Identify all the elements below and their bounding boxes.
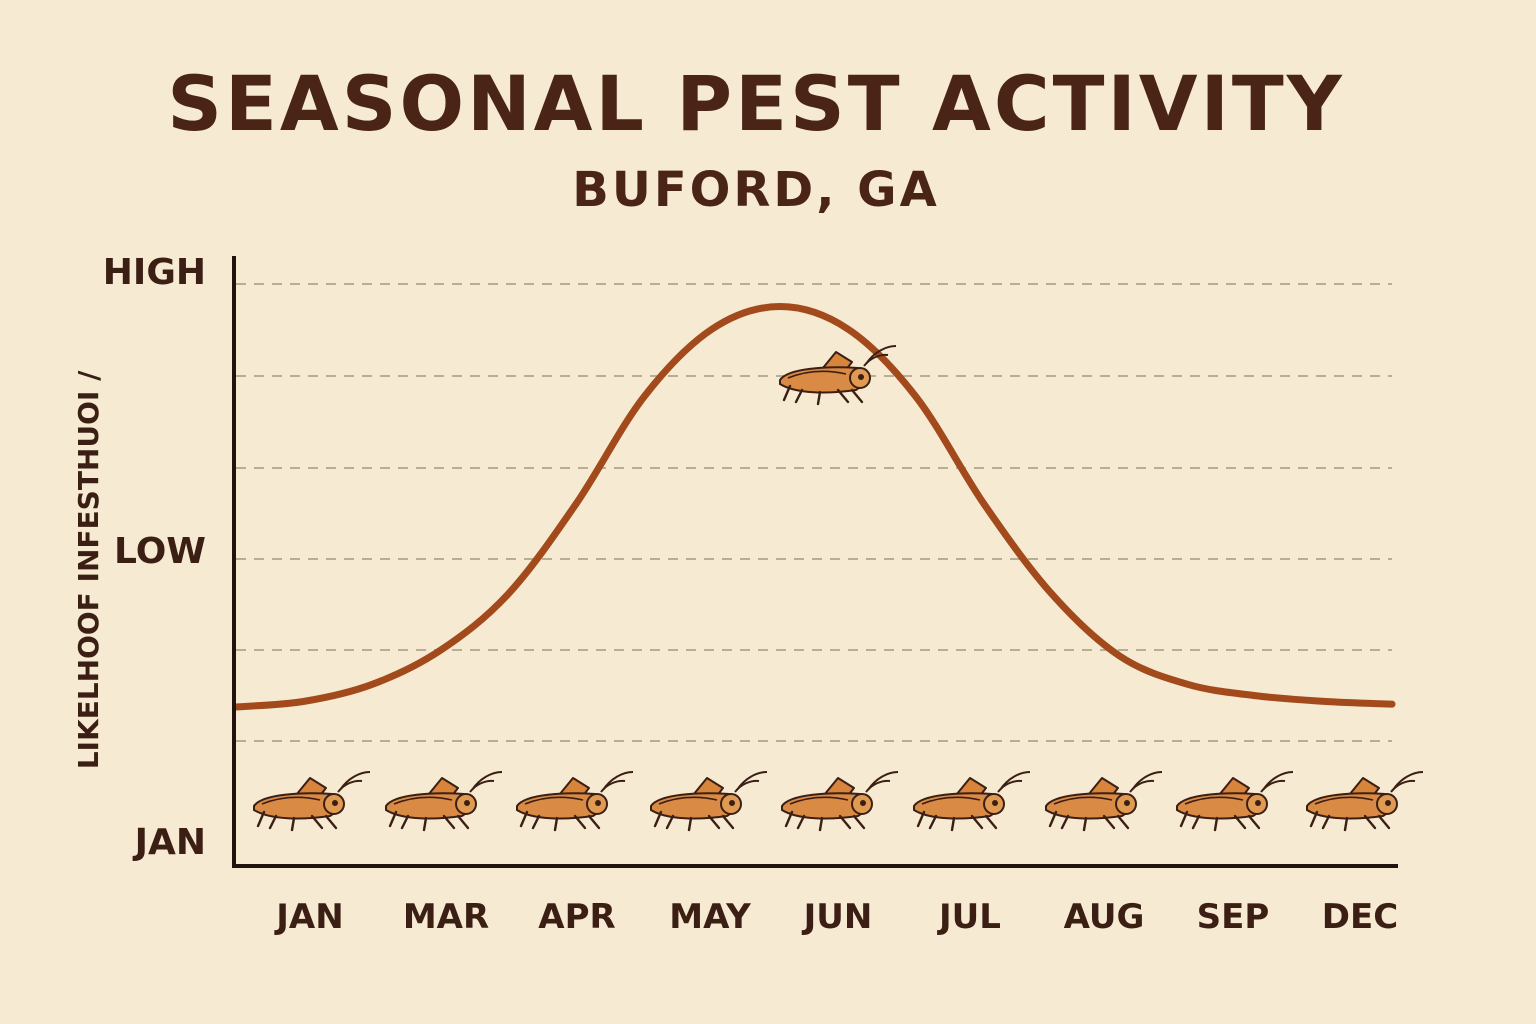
grasshopper-icon <box>780 770 900 832</box>
y-tick-label: LOW <box>114 531 206 572</box>
grasshopper-icon <box>1305 770 1425 832</box>
axes <box>232 256 1398 868</box>
grasshopper-icon <box>912 770 1032 832</box>
y-axis-label: LIKELHOOF INFESTHUOI / <box>72 370 105 769</box>
x-tick-label: SEP <box>1197 897 1270 937</box>
x-tick-label: JAN <box>274 897 343 937</box>
x-tick-label: APR <box>538 897 615 937</box>
x-tick-label: AUG <box>1064 897 1145 937</box>
x-tick-label: JUL <box>937 897 1001 937</box>
y-tick-label: JAN <box>132 822 206 863</box>
grasshopper-icon <box>384 770 504 832</box>
grasshopper-icon <box>252 770 372 832</box>
x-tick-label: DEC <box>1322 897 1398 937</box>
x-tick-labels: JAN MAR APR MAY JUN JUL AUG SEP DEC <box>274 897 1398 937</box>
chart-subtitle: BUFORD, GA <box>572 162 939 218</box>
y-tick-labels: HIGH LOW JAN <box>103 252 206 863</box>
x-tick-label: MAR <box>403 897 489 937</box>
gridlines <box>236 283 1392 742</box>
grasshopper-icon <box>649 770 769 832</box>
grasshopper-icon <box>1044 770 1164 832</box>
x-tick-label: JUN <box>802 897 873 937</box>
icons-layer <box>252 344 1425 832</box>
grasshopper-icon <box>515 770 635 832</box>
x-tick-label: MAY <box>669 897 751 937</box>
series-line <box>232 303 1396 711</box>
grasshopper-icon <box>1175 770 1295 832</box>
series-layer <box>232 303 1396 711</box>
chart-title: SEASONAL PEST ACTIVITY <box>167 59 1344 148</box>
y-tick-label: HIGH <box>103 252 206 293</box>
